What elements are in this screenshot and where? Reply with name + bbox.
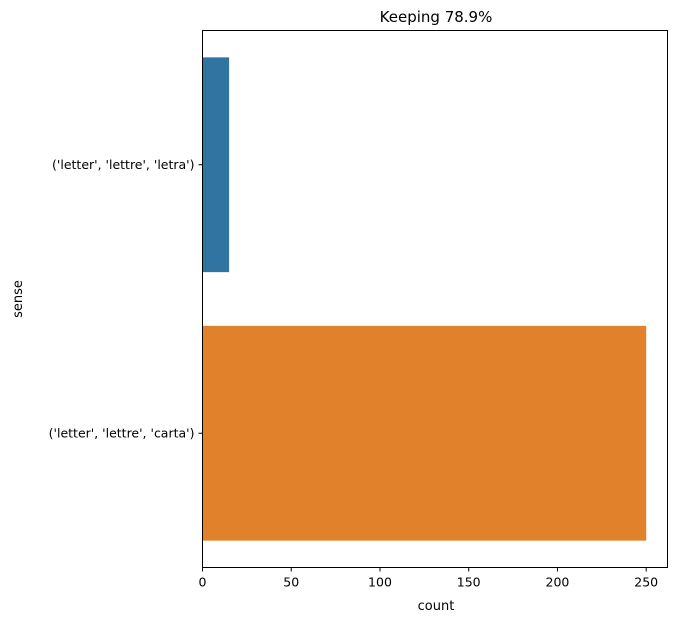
bar (202, 325, 647, 541)
plot-frame (202, 30, 668, 568)
bars-group (202, 57, 647, 541)
x-tick-label: 50 (283, 575, 299, 590)
x-tick-label: 150 (457, 575, 481, 590)
y-tick-label: ('letter', 'lettre', 'letra') (52, 157, 194, 172)
x-tick-label: 200 (546, 575, 570, 590)
bar (202, 57, 230, 273)
y-tick-label: ('letter', 'lettre', 'carta') (49, 425, 195, 440)
x-tick-label: 0 (199, 575, 207, 590)
x-axis-ticks: 0 50 100 150 200 250 (199, 567, 658, 590)
x-tick-label: 250 (634, 575, 658, 590)
y-axis-label: sense (11, 280, 26, 318)
x-tick-label: 100 (368, 575, 392, 590)
x-axis-label: count (418, 599, 455, 614)
chart-title: Keeping 78.9% (380, 8, 493, 26)
y-axis-ticks: ('letter', 'lettre', 'letra') ('letter', … (49, 157, 203, 440)
